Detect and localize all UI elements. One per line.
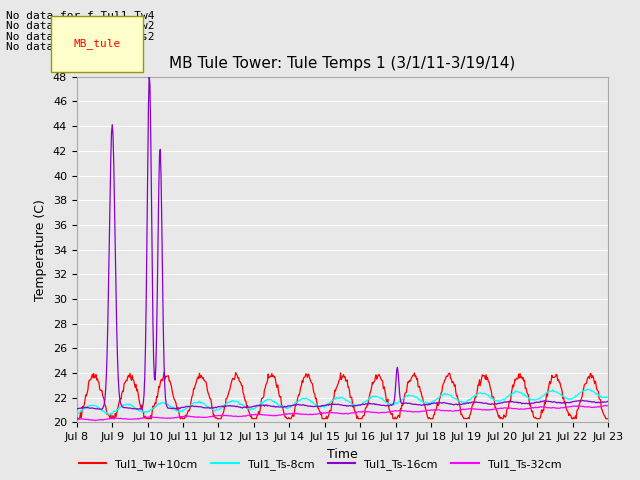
Text: No data for f_Tul1_Ts2: No data for f_Tul1_Ts2 <box>6 31 155 42</box>
Legend: Tul1_Tw+10cm, Tul1_Ts-8cm, Tul1_Ts-16cm, Tul1_Ts-32cm: Tul1_Tw+10cm, Tul1_Ts-8cm, Tul1_Ts-16cm,… <box>74 455 566 474</box>
Text: No data for f_Tul1_Tw2: No data for f_Tul1_Tw2 <box>6 20 155 31</box>
Text: No data for f_Tul1_Tw4: No data for f_Tul1_Tw4 <box>6 10 155 21</box>
Y-axis label: Temperature (C): Temperature (C) <box>35 199 47 300</box>
X-axis label: Time: Time <box>327 448 358 461</box>
Title: MB Tule Tower: Tule Temps 1 (3/1/11-3/19/14): MB Tule Tower: Tule Temps 1 (3/1/11-3/19… <box>169 57 516 72</box>
Text: MB_tule: MB_tule <box>74 38 121 49</box>
Text: No data for f_: No data for f_ <box>6 41 101 52</box>
